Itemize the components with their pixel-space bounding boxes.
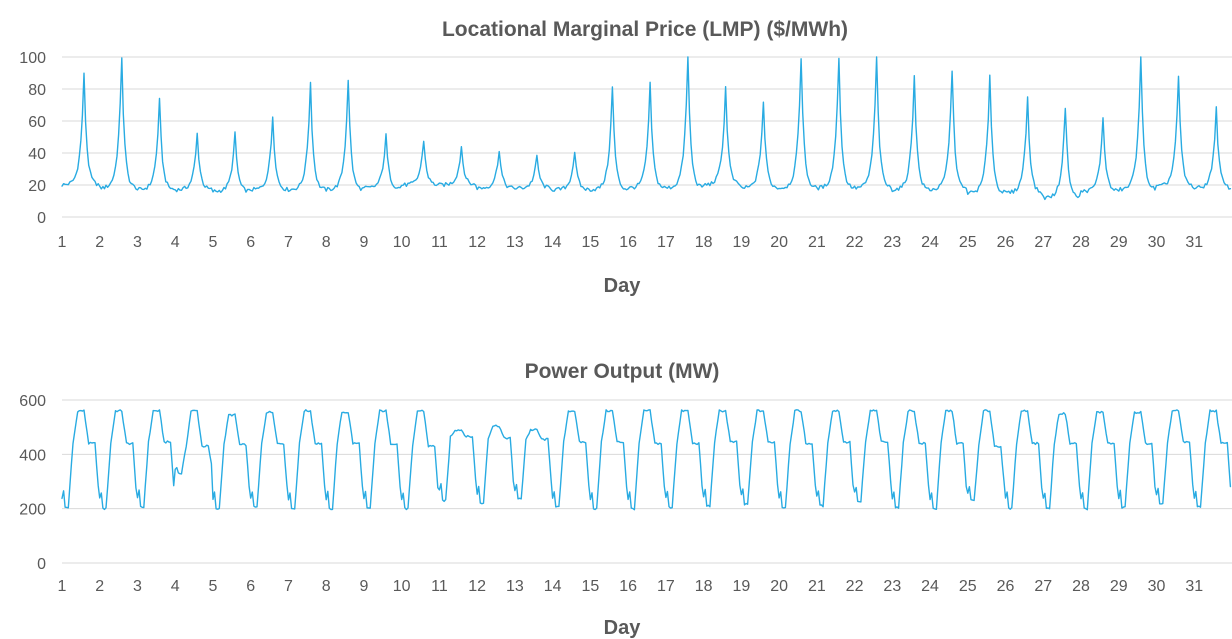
lmp-x-tick-label: 18 (695, 234, 713, 251)
power-x-tick-label: 2 (95, 578, 104, 595)
lmp-x-tick-label: 3 (133, 234, 142, 251)
power-x-tick-label: 1 (58, 578, 67, 595)
power-y-tick-label: 200 (19, 502, 46, 519)
lmp-x-tick-label: 21 (808, 234, 826, 251)
power-x-tick-label: 19 (732, 578, 750, 595)
lmp-x-tick-label: 2 (95, 234, 104, 251)
lmp-x-tick-label: 29 (1110, 234, 1128, 251)
lmp-x-tick-label: 14 (544, 234, 562, 251)
lmp-x-tick-label: 17 (657, 234, 675, 251)
lmp-x-tick-label: 10 (393, 234, 411, 251)
power-x-tick-label: 12 (468, 578, 486, 595)
power-x-tick-label: 26 (997, 578, 1015, 595)
lmp-x-tick-label: 6 (246, 234, 255, 251)
power-x-tick-label: 16 (619, 578, 637, 595)
power-y-tick-label: 0 (37, 556, 46, 573)
power-x-tick-label: 3 (133, 578, 142, 595)
lmp-series-line (61, 56, 1232, 201)
power-x-tick-label: 30 (1148, 578, 1166, 595)
lmp-y-tick-labels: 0 20 40 60 80 100 (19, 50, 46, 227)
power-x-tick-label: 24 (921, 578, 939, 595)
lmp-x-tick-label: 23 (883, 234, 901, 251)
lmp-chart: Locational Marginal Price (LMP) ($/MWh) … (19, 18, 1232, 297)
lmp-gridlines (62, 56, 1232, 218)
lmp-x-tick-label: 7 (284, 234, 293, 251)
power-x-tick-label: 8 (322, 578, 331, 595)
power-output-series-line (61, 409, 1232, 511)
power-x-tick-label: 25 (959, 578, 977, 595)
lmp-x-tick-label: 4 (171, 234, 180, 251)
lmp-y-tick-label: 100 (19, 50, 46, 67)
power-x-tick-label: 9 (359, 578, 368, 595)
lmp-chart-title: Locational Marginal Price (LMP) ($/MWh) (442, 18, 848, 41)
lmp-x-tick-label: 5 (209, 234, 218, 251)
power-output-chart-title: Power Output (MW) (525, 360, 720, 383)
lmp-x-tick-label: 15 (581, 234, 599, 251)
lmp-x-tick-label: 24 (921, 234, 939, 251)
lmp-x-tick-label: 26 (997, 234, 1015, 251)
power-x-tick-label: 23 (883, 578, 901, 595)
power-x-tick-label: 10 (393, 578, 411, 595)
power-x-tick-label: 31 (1185, 578, 1203, 595)
lmp-x-tick-label: 28 (1072, 234, 1090, 251)
power-x-tick-label: 21 (808, 578, 826, 595)
lmp-x-tick-label: 13 (506, 234, 524, 251)
power-x-tick-label: 29 (1110, 578, 1128, 595)
power-x-tick-label: 13 (506, 578, 524, 595)
power-x-tick-label: 7 (284, 578, 293, 595)
power-y-tick-label: 600 (19, 393, 46, 410)
lmp-y-tick-label: 60 (28, 114, 46, 131)
power-x-tick-label: 14 (544, 578, 562, 595)
lmp-y-tick-label: 80 (28, 82, 46, 99)
power-x-tick-label: 28 (1072, 578, 1090, 595)
lmp-x-tick-label: 9 (359, 234, 368, 251)
lmp-y-tick-label: 20 (28, 178, 46, 195)
lmp-x-tick-label: 19 (732, 234, 750, 251)
power-x-tick-label: 6 (246, 578, 255, 595)
power-x-tick-label: 18 (695, 578, 713, 595)
lmp-y-tick-label: 0 (37, 210, 46, 227)
power-x-tick-label: 22 (846, 578, 864, 595)
lmp-x-tick-label: 11 (431, 234, 448, 251)
lmp-x-tick-label: 25 (959, 234, 977, 251)
lmp-x-tick-label: 20 (770, 234, 788, 251)
power-output-y-tick-labels: 0 200 400 600 (19, 393, 46, 573)
power-output-gridlines (62, 399, 1232, 564)
lmp-x-tick-label: 31 (1185, 234, 1203, 251)
power-output-x-tick-labels: 1 2 3 4 5 6 7 8 9 10 11 12 13 14 15 16 17 18 19 20 21 22 23 24 2… (58, 578, 1204, 595)
lmp-x-tick-label: 1 (58, 234, 67, 251)
power-x-tick-label: 4 (171, 578, 180, 595)
power-x-tick-label: 15 (581, 578, 599, 595)
lmp-x-tick-labels: 1 2 3 4 5 6 7 8 9 10 11 12 13 14 15 16 17 18 19 20 21 22 23 24 2… (58, 234, 1204, 251)
power-output-x-axis-label: Day (604, 617, 642, 639)
power-x-tick-label: 27 (1034, 578, 1052, 595)
lmp-x-tick-label: 16 (619, 234, 637, 251)
power-x-tick-label: 5 (209, 578, 218, 595)
power-x-tick-label: 17 (657, 578, 675, 595)
lmp-x-axis-label: Day (604, 275, 642, 297)
lmp-x-tick-label: 12 (468, 234, 486, 251)
power-x-tick-label: 11 (431, 578, 448, 595)
lmp-x-tick-label: 8 (322, 234, 331, 251)
lmp-y-tick-label: 40 (28, 146, 46, 163)
power-y-tick-label: 400 (19, 447, 46, 464)
lmp-x-tick-label: 22 (846, 234, 864, 251)
power-x-tick-label: 20 (770, 578, 788, 595)
lmp-x-tick-label: 27 (1034, 234, 1052, 251)
lmp-x-tick-label: 30 (1148, 234, 1166, 251)
